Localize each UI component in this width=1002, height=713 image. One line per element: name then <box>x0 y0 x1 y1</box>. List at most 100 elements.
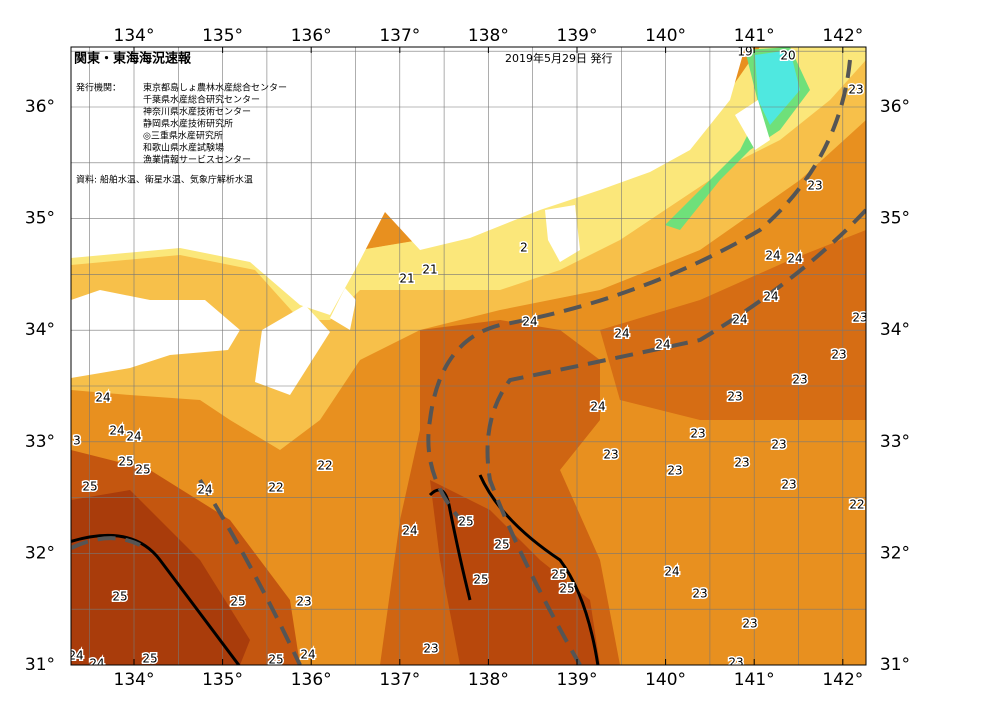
contour-label: 24 <box>109 424 124 438</box>
lon-label: 137° <box>379 670 420 690</box>
warm-zone <box>600 230 866 420</box>
lat-label: 31° <box>880 655 910 675</box>
agency: 神奈川県水産技術センター <box>143 106 251 118</box>
agency: 東京都島しょ農林水産総合センター <box>143 82 287 94</box>
title: 関東・東海海況速報 <box>74 51 192 67</box>
lon-label: 141° <box>734 670 775 690</box>
lon-label: 134° <box>114 26 155 46</box>
contour-label: 24 <box>765 249 780 263</box>
lon-label: 142° <box>822 26 863 46</box>
contour-label: 23 <box>423 642 438 656</box>
contour-label: 3 <box>73 434 81 448</box>
lat-label: 36° <box>880 97 910 117</box>
contour-label: 25 <box>458 515 473 529</box>
contour-label: 25 <box>559 582 574 596</box>
lon-label: 136° <box>291 26 332 46</box>
contour-label: 23 <box>296 595 311 609</box>
land <box>545 205 580 262</box>
contour-label: 23 <box>852 311 867 325</box>
contour-label: 23 <box>690 427 705 441</box>
lon-label: 140° <box>645 26 686 46</box>
lon-label: 139° <box>557 670 598 690</box>
cold-zone <box>755 50 800 125</box>
lon-label: 139° <box>557 26 598 46</box>
contour-label: 24 <box>664 565 679 579</box>
contour-label: 19 <box>737 45 752 59</box>
contour-label: 23 <box>792 373 807 387</box>
contour-label: 25 <box>268 653 283 667</box>
agencies: 東京都島しょ農林水産総合センター千葉県水産総合研究センター神奈川県水産技術センタ… <box>143 82 287 166</box>
contour-label: 23 <box>692 587 707 601</box>
lat-label: 32° <box>25 543 55 563</box>
contour-label: 24 <box>89 657 104 671</box>
contour-label: 25 <box>135 463 150 477</box>
contour-label: 23 <box>807 179 822 193</box>
contour-label: 24 <box>95 391 110 405</box>
contour-label: 24 <box>763 290 778 304</box>
contour-label: 24 <box>522 315 537 329</box>
contour-label: 23 <box>781 478 796 492</box>
land <box>71 47 745 315</box>
contour-label: 24 <box>126 430 141 444</box>
contour-label: 24 <box>655 338 670 352</box>
agency: 漁業情報サービスセンター <box>143 154 251 166</box>
contour-label: 24 <box>68 649 83 663</box>
contour-label: 25 <box>118 455 133 469</box>
issue-date: 2019年5月29日 発行 <box>505 51 613 65</box>
contour-label: 25 <box>82 480 97 494</box>
contour-label: 24 <box>300 648 315 662</box>
contour-label: 2 <box>520 241 528 255</box>
lon-label: 141° <box>734 26 775 46</box>
lon-label: 135° <box>202 26 243 46</box>
contour-label: 24 <box>732 313 747 327</box>
lon-label: 134° <box>114 670 155 690</box>
lat-label: 34° <box>880 320 910 340</box>
lat-label: 33° <box>25 432 55 452</box>
land <box>735 100 770 150</box>
frame <box>70 46 867 666</box>
contour-label: 23 <box>727 390 742 404</box>
contour-label: 25 <box>230 595 245 609</box>
warm-zone <box>430 480 600 665</box>
agency: 静岡県水産技術研究所 <box>143 118 233 130</box>
contour-label: 22 <box>849 498 864 512</box>
current-axis <box>485 208 866 665</box>
lon-label: 137° <box>379 26 420 46</box>
lat-label: 35° <box>25 209 55 229</box>
agency: 千葉県水産総合研究センター <box>143 94 260 106</box>
lat-label: 32° <box>880 543 910 563</box>
contour-label: 25 <box>551 568 566 582</box>
contour-label: 24 <box>614 327 629 341</box>
contour-label: 24 <box>197 483 212 497</box>
current-axis <box>426 59 852 532</box>
lon-label: 136° <box>291 670 332 690</box>
land <box>330 288 356 330</box>
contour-label: 23 <box>742 617 757 631</box>
contour-label: 23 <box>734 456 749 470</box>
lon-label: 140° <box>645 670 686 690</box>
contour-label: 20 <box>780 49 795 63</box>
contour-label: 22 <box>317 459 332 473</box>
contour-label: 24 <box>787 252 802 266</box>
contour-label: 23 <box>771 438 786 452</box>
agency: ◎三重県水産研究所 <box>143 130 223 142</box>
lat-label: 34° <box>25 320 55 340</box>
contour-label: 21 <box>422 263 437 277</box>
publisher-label: 発行機関： <box>76 82 121 94</box>
axes: 134° 134° 135° 135° 136° 136° 137° 137° 138° 138°… <box>25 26 910 690</box>
contour-label: 22 <box>268 481 283 495</box>
contour-label: 23 <box>848 83 863 97</box>
contour-label: 21 <box>399 272 414 286</box>
contour-label: 25 <box>494 538 509 552</box>
lat-label: 33° <box>880 432 910 452</box>
contour-label: 24 <box>590 400 605 414</box>
current-axis <box>71 478 302 665</box>
lat-label: 31° <box>25 655 55 675</box>
lat-label: 35° <box>880 209 910 229</box>
lon-label: 138° <box>468 670 509 690</box>
contour-label: 23 <box>728 656 743 670</box>
land <box>71 290 240 378</box>
